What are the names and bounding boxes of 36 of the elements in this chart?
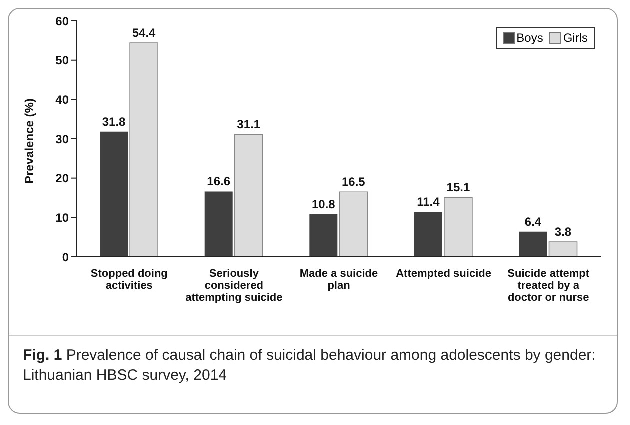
data-label: 16.6 bbox=[207, 174, 231, 189]
x-tick-label: Suicide attempt treated by a doctor or nurse bbox=[508, 268, 590, 304]
y-tick-label: 10 bbox=[56, 210, 70, 225]
data-label: 11.4 bbox=[417, 195, 440, 210]
y-tick-label: 60 bbox=[56, 14, 70, 28]
bar bbox=[100, 132, 128, 257]
bar bbox=[204, 192, 233, 257]
y-tick-label: 40 bbox=[56, 92, 70, 107]
data-label: 3.8 bbox=[554, 225, 572, 240]
bar bbox=[414, 212, 442, 257]
bar bbox=[444, 197, 473, 257]
data-label: 31.1 bbox=[237, 118, 261, 132]
x-tick-label: Stopped doing activities bbox=[90, 268, 168, 292]
data-label: 31.8 bbox=[102, 114, 126, 129]
data-label: 6.4 bbox=[524, 214, 542, 229]
y-axis-title: Prevalence (%) bbox=[22, 98, 36, 184]
bar bbox=[339, 192, 368, 257]
x-tick-label: Attempted suicide bbox=[396, 268, 492, 280]
data-label: 54.4 bbox=[132, 26, 156, 40]
data-label: 16.5 bbox=[342, 175, 366, 190]
x-tick-label: Seriously considered attempting suicide bbox=[186, 268, 283, 304]
bar bbox=[519, 232, 548, 257]
data-label: 10.8 bbox=[312, 198, 336, 212]
bar bbox=[130, 42, 158, 257]
caption: Fig. 1 Prevalence of causal chain of suicidal behaviour among adolescents by gender: Lithuanian HBSC survey, 2014 bbox=[9, 335, 617, 396]
y-tick-label: 0 bbox=[62, 250, 70, 264]
x-tick-label: Made a suicide plan bbox=[300, 268, 378, 292]
data-label: 15.1 bbox=[446, 180, 470, 195]
legend-label: Girls bbox=[562, 31, 588, 45]
legend-label: Boys bbox=[516, 31, 544, 45]
y-tick-label: 20 bbox=[56, 172, 70, 186]
bar bbox=[310, 214, 338, 257]
y-tick-label: 50 bbox=[56, 54, 70, 68]
bar bbox=[234, 134, 264, 257]
bar bbox=[548, 242, 578, 257]
y-tick-label: 30 bbox=[56, 132, 70, 146]
